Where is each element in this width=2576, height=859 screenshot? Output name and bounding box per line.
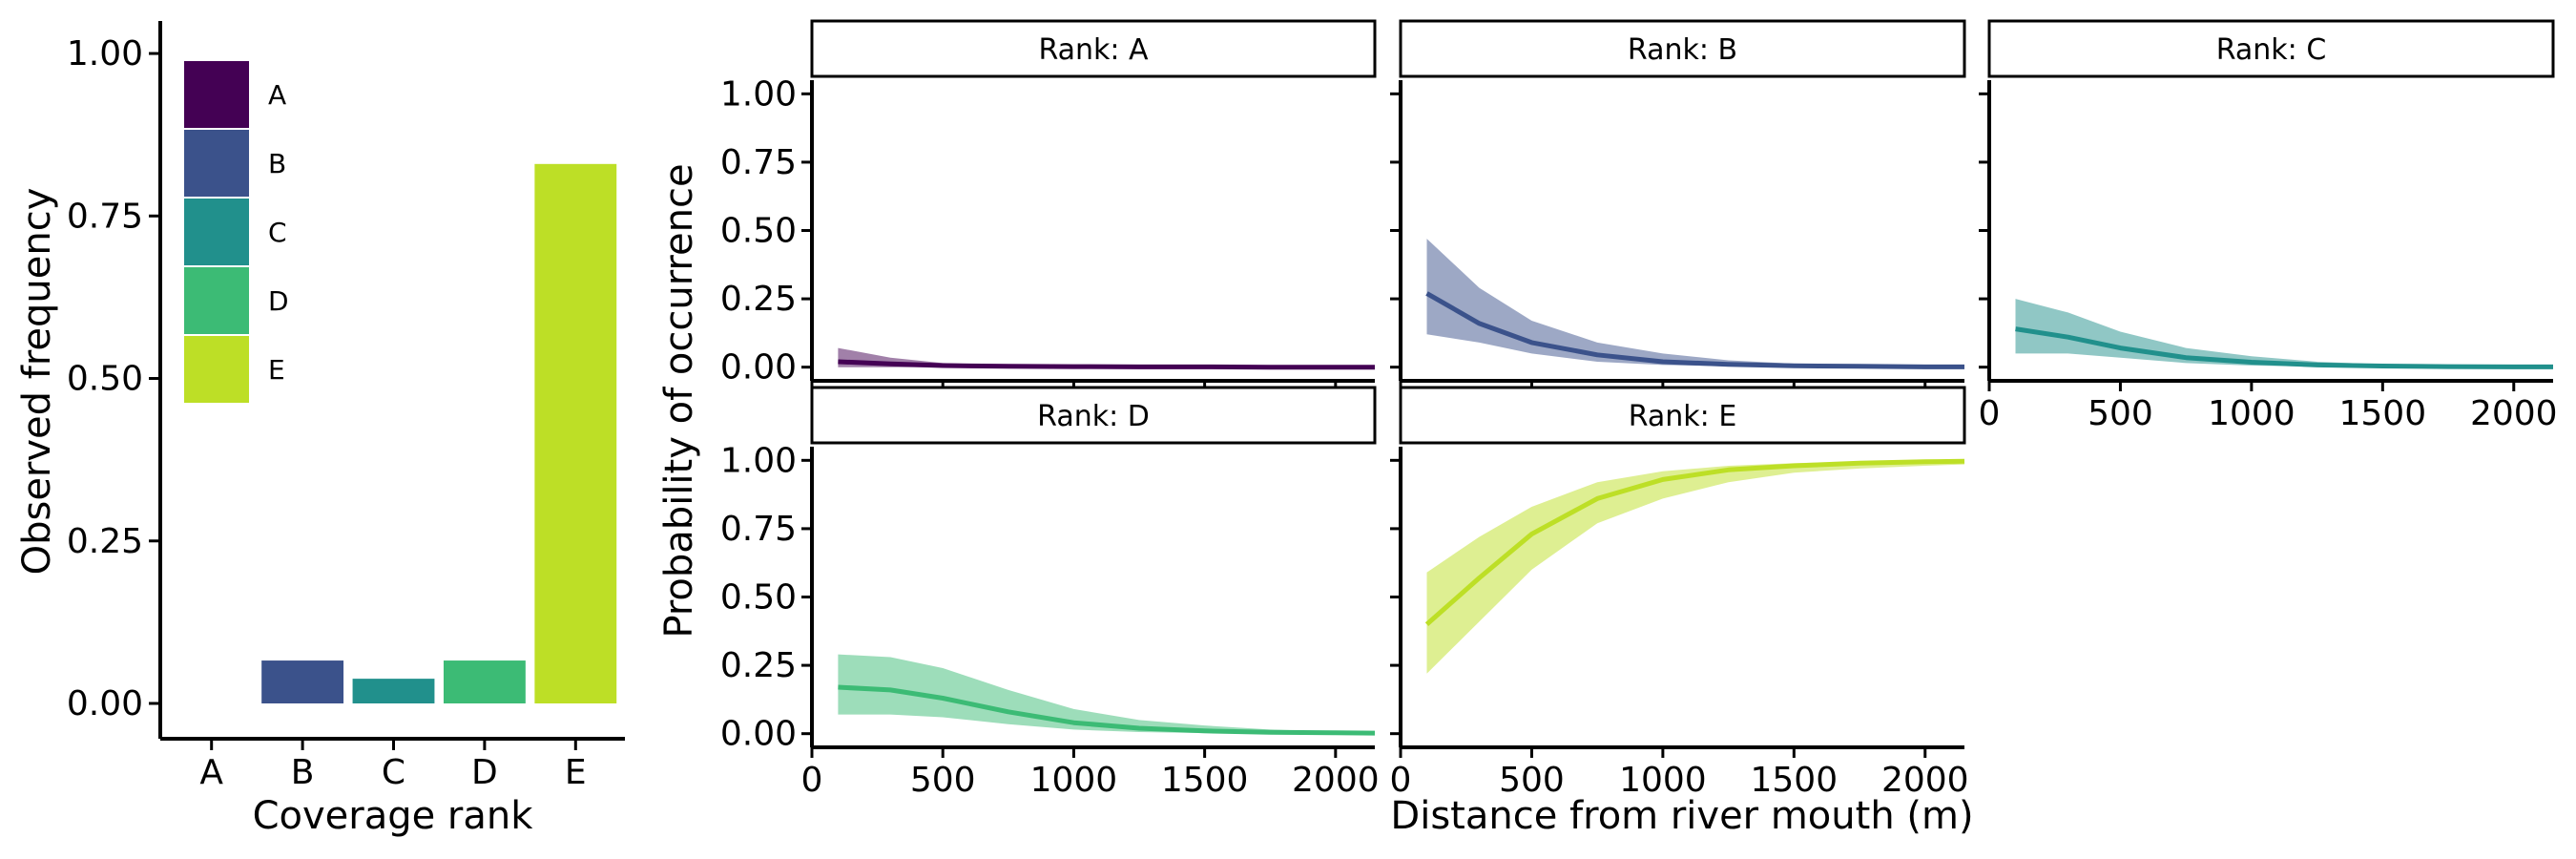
x-tick-label: 1000 [2208,394,2296,433]
y-tick-label: 0.25 [67,522,143,561]
legend-key [184,199,249,265]
y-tick-label: 0.50 [720,578,797,618]
strip-label: Rank: E [1629,400,1737,433]
facet-rank-e: Rank: E 0 500 1000 1500 2000 [1390,386,1969,800]
legend-key [184,130,249,197]
facet-rank-a: Rank: A 0.00 0.25 0.50 0.75 1.00 [720,19,1377,391]
fitted-line [1424,458,1965,626]
bar-E [534,163,617,704]
x-tick-label: 500 [1499,761,1565,800]
y-tick-label: 0.00 [67,684,143,723]
bar-panel: 0.00 0.25 0.50 0.75 1.00 A B C D E Coverage rank Ob… [15,21,625,838]
legend-key [184,267,249,334]
strip-label: Rank: D [1037,400,1150,433]
bar-C [352,679,435,703]
facet-rank-c: Rank: C 0 500 1000 1500 2000 [1979,19,2558,433]
x-tick-label: 0 [1979,394,2001,433]
x-tick-label: E [565,753,587,792]
bar-B [261,660,344,703]
x-tick-label: 1500 [1751,761,1839,800]
strip-label: Rank: A [1038,33,1149,67]
strip-box [810,386,1377,445]
y-tick-label: 0.75 [720,143,797,182]
fitted-line [1425,291,1964,369]
strip-label: Rank: C [2216,33,2327,67]
y-tick-label: 1.00 [720,74,797,114]
y-axis-title: Observed frequency [15,188,59,576]
fitted-line [838,359,1375,370]
legend-label: A [268,79,286,111]
legend-label: E [268,354,285,386]
y-tick-label: 0.00 [720,348,797,388]
legend-label: C [268,217,287,248]
y-tick-label: 1.00 [720,441,797,480]
x-tick-label: B [291,753,315,792]
y-tick-label: 0.25 [720,646,797,685]
y-tick-label: 0.50 [720,212,797,251]
x-tick-label: C [382,753,405,792]
facet-y-axis-title: Probability of occurrence [657,163,701,638]
x-tick-label: 0 [801,761,823,800]
confidence-ribbon [1426,239,1964,367]
x-tick-label: D [471,753,498,792]
x-tick-label: A [199,753,223,792]
bar-D [443,660,526,703]
confidence-ribbon [1426,460,1964,674]
x-tick-label: 1500 [2339,394,2427,433]
x-tick-label: 1000 [1619,761,1707,800]
facet-rank-b: Rank: B [1390,19,1966,391]
confidence-ribbon [838,654,1375,734]
strip-box [1399,19,1966,78]
x-tick-label: 1000 [1030,761,1118,800]
x-tick-label: 2000 [2470,394,2558,433]
confidence-ribbon [2015,299,2553,367]
legend-key [184,336,249,403]
y-tick-label: 0.00 [720,715,797,754]
y-tick-label: 0.25 [720,280,797,319]
x-tick-label: 500 [910,761,976,800]
legend-key [184,61,249,128]
x-tick-label: 500 [2088,394,2153,433]
y-tick-label: 0.75 [67,197,143,236]
strip-box [810,19,1377,78]
y-tick-label: 0.75 [720,510,797,549]
x-tick-label: 0 [1390,761,1412,800]
legend: A B C D E [184,61,289,403]
x-tick-label: 2000 [1292,761,1380,800]
facet-rank-d: Rank: D 0.00 0.25 0.50 0.75 1.00 0 500 1000 1500 2… [720,386,1380,800]
y-tick-label: 0.50 [67,360,143,399]
x-tick-label: 1500 [1161,761,1249,800]
legend-label: D [268,285,289,317]
y-tick-label: 1.00 [67,34,143,73]
facet-x-axis-title: Distance from river mouth (m) [1390,794,1973,838]
legend-label: B [268,148,286,179]
strip-box [1987,19,2555,78]
x-axis-title: Coverage rank [253,794,534,838]
fitted-line [838,684,1376,736]
strip-label: Rank: B [1628,33,1737,67]
strip-box [1399,386,1966,445]
x-tick-label: 2000 [1881,761,1969,800]
fitted-line [2015,326,2553,369]
